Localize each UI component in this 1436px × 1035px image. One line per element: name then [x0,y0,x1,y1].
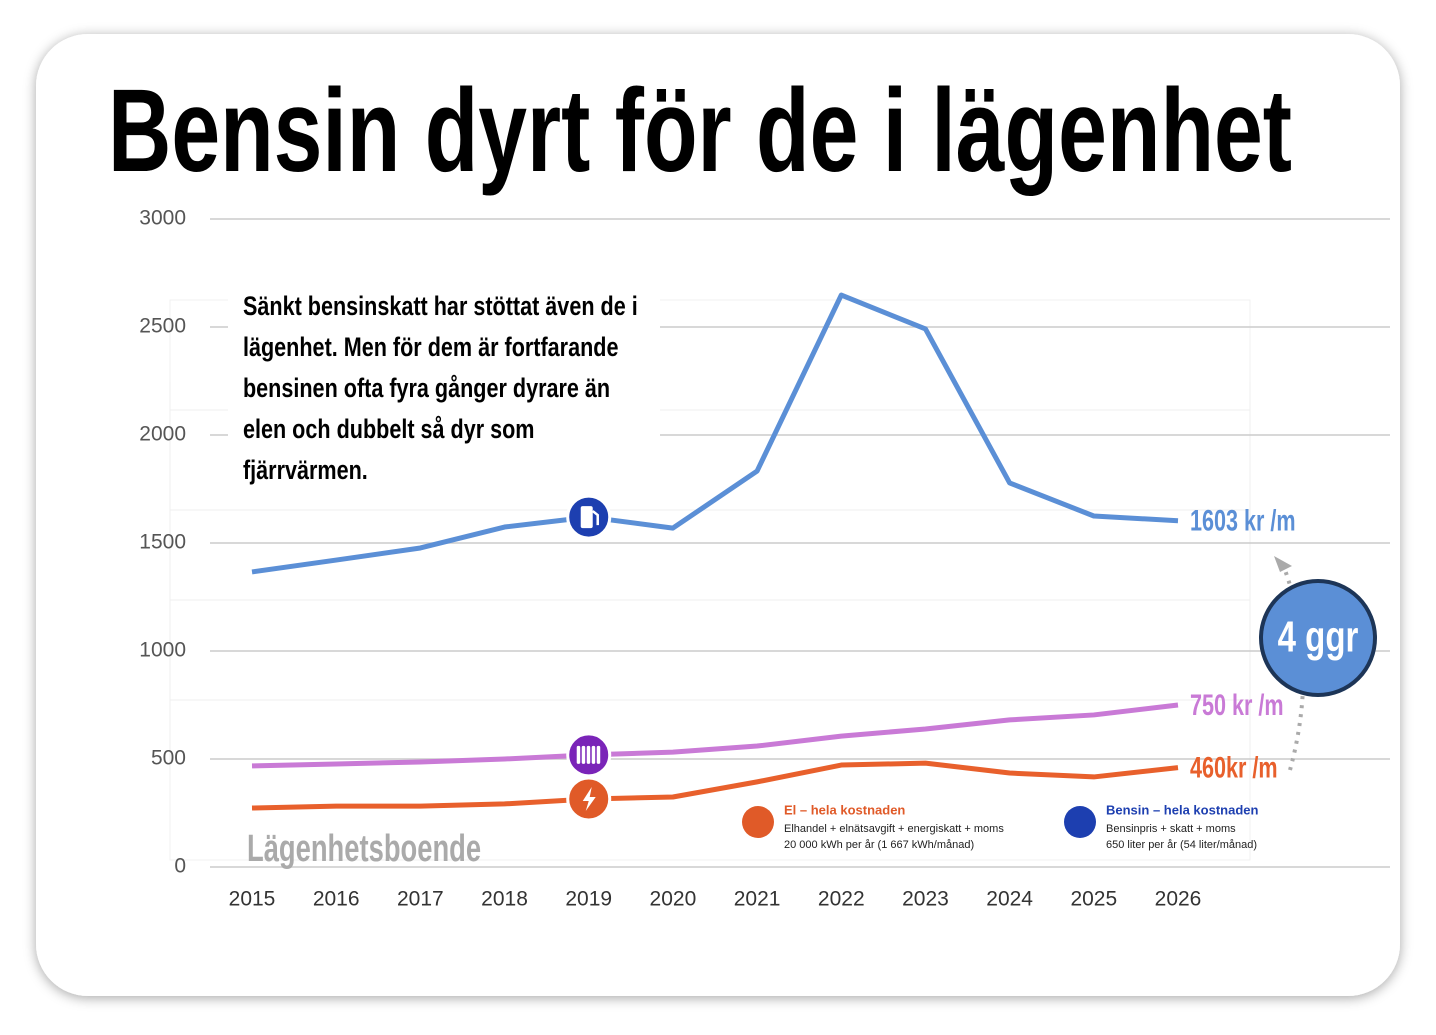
legend-label: Bensin – hela kostnaden [1106,802,1258,817]
x-tick-label: 2024 [986,888,1033,911]
end-label: 460kr /m [1190,750,1278,784]
y-tick-label: 1500 [139,531,186,554]
icon-glyph [582,786,596,811]
legend-description: 650 liter per år (54 liter/månad) [1106,839,1257,851]
annotation-text: bensinen ofta fyra gånger dyrare än [243,374,610,404]
annotation-text: lägenhet. Men för dem är fortfarande [243,333,618,363]
icon-glyph [586,745,591,764]
series-line [251,760,1179,811]
legend-icon [1064,806,1096,838]
end-label: 750 kr /m [1190,687,1284,721]
icon-glyph [581,745,586,764]
x-tick-label: 2025 [1070,888,1117,911]
x-tick-label: 2018 [481,888,528,911]
ratio-label: 4 ggr [1278,613,1359,662]
subtitle: Lägenhetsboende [247,828,481,870]
icon-glyph [591,745,596,764]
series-line [251,702,1179,769]
x-tick-label: 2019 [565,888,612,911]
x-tick-label: 2023 [902,888,949,911]
icon-glyph [596,745,601,764]
series-line [251,292,1179,575]
icon-glyph [591,510,599,526]
icon-glyph [576,745,581,764]
y-tick-label: 500 [151,747,186,770]
y-tick-label: 3000 [139,207,186,230]
end-label: 1603 kr /m [1190,503,1296,537]
legend-icon [742,806,774,838]
x-tick-label: 2021 [734,888,781,911]
legend-description: 20 000 kWh per år (1 667 kWh/månad) [784,839,974,851]
legend-description: Bensinpris + skatt + moms [1106,823,1236,835]
ratio-circle [1259,579,1377,697]
annotation-text: Sänkt bensinskatt har stöttat även de i [243,292,638,322]
x-tick-label: 2015 [229,888,276,911]
y-tick-label: 2500 [139,315,186,338]
card [36,34,1400,996]
x-tick-label: 2022 [818,888,865,911]
annotation-box [228,284,660,494]
x-tick-label: 2017 [397,888,444,911]
ratio-arrowhead [1274,556,1292,572]
x-tick-label: 2026 [1155,888,1202,911]
annotation-text: fjärrvärmen. [243,456,368,486]
y-tick-label: 1000 [139,639,186,662]
icon-glyph [580,506,593,529]
chart-title: Bensin dyrt för de i lägenhet [108,65,1292,197]
annotation-text: elen och dubbelt så dyr som [243,415,535,445]
x-tick-label: 2016 [313,888,360,911]
legend-description: Elhandel + elnätsavgift + energiskatt + … [784,823,1004,835]
x-tick-label: 2020 [650,888,697,911]
y-tick-label: 0 [174,855,186,878]
y-tick-label: 2000 [139,423,186,446]
legend-label: El – hela kostnaden [784,802,905,817]
